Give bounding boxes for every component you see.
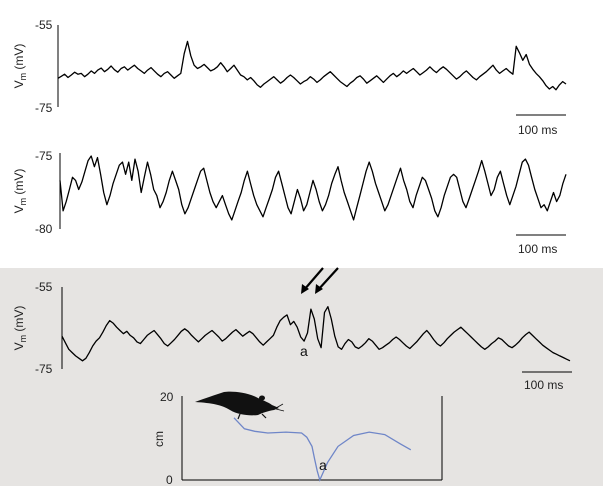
panel-2-ytick-bottom: -80 (35, 222, 53, 236)
panel-1-voltage-trace (57, 40, 567, 91)
gray-background-panel (0, 268, 603, 486)
panel-3-y-label: Vm (mV) (12, 306, 28, 351)
double-arrow-icon (301, 267, 339, 294)
panel-1-ytick-bottom: -75 (35, 101, 53, 115)
position-y-label: cm (152, 431, 166, 447)
panel-3-annotation-a: a (300, 343, 308, 359)
panel-2-voltage-trace (59, 155, 567, 221)
panel-3-voltage-trace (61, 306, 571, 362)
rat-silhouette-icon (195, 391, 285, 420)
panel-3-scale-label: 100 ms (524, 378, 563, 392)
panel-2-scale-label: 100 ms (518, 242, 557, 256)
trace-panel-1: -55 -75 Vm (mV) 100 ms (12, 18, 567, 137)
position-panel: 20 0 cm a (152, 390, 443, 486)
panel-1-ytick-top: -55 (35, 18, 53, 32)
panel-3-ytick-bottom: -75 (35, 362, 53, 376)
panel-3-ytick-top: -55 (35, 280, 53, 294)
animal-trajectory (233, 417, 412, 482)
panel-1-y-label: Vm (mV) (12, 44, 28, 89)
trace-panel-3: -55 -75 Vm (mV) a 100 ms (12, 267, 572, 392)
panel-2-ytick-top: -75 (35, 149, 53, 163)
trace-panel-2: -75 -80 Vm (mV) 100 ms (12, 149, 567, 256)
position-annotation-a: a (319, 457, 327, 473)
position-ytick-bottom: 0 (166, 473, 173, 486)
panel-2-y-label: Vm (mV) (12, 169, 28, 214)
position-ytick-top: 20 (160, 390, 174, 404)
panel-1-scale-label: 100 ms (518, 123, 557, 137)
